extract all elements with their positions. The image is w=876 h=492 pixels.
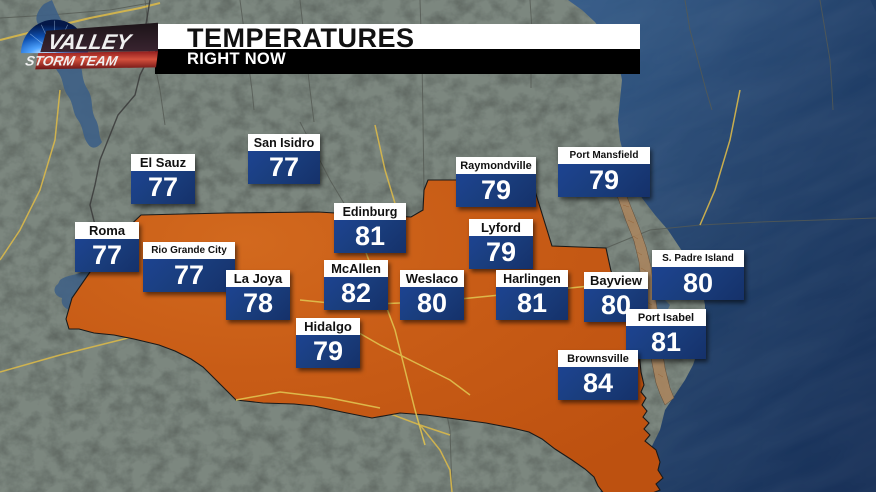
svg-text:VALLEY: VALLEY	[46, 30, 134, 54]
svg-text:STORM TEAM: STORM TEAM	[24, 53, 119, 68]
